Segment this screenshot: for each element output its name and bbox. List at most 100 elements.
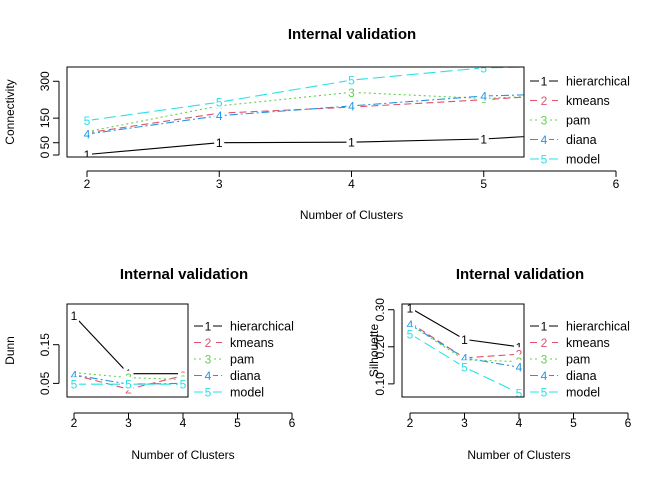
legend-marker-diana: 4 [541, 133, 548, 147]
data-point-diana-1: 4 [84, 128, 91, 142]
y-axis-label: Silhouette [367, 323, 381, 377]
legend-label-pam: pam [566, 353, 590, 367]
legend-label-hierarchical: hierarchical [230, 320, 294, 334]
data-point-hierarchical-3: 1 [348, 136, 355, 150]
point-bg [459, 350, 470, 364]
x-tick-label: 5 [234, 416, 241, 430]
legend-marker-bg [539, 335, 549, 349]
legend-label-diana: diana [566, 369, 597, 383]
data-point-model-2: 5 [216, 96, 223, 110]
data-point-hierarchical-2: 1 [461, 333, 468, 347]
legend-marker-hierarchical: 1 [541, 75, 548, 89]
point-bg [69, 377, 79, 391]
x-tick-label: 4 [180, 416, 187, 430]
data-point-hierarchical-2: 1 [216, 136, 223, 150]
x-tick-label: 4 [516, 416, 523, 430]
y-tick-label: 50 [38, 136, 52, 150]
data-point-hierarchical-1: 1 [407, 301, 414, 315]
legend-marker-pam: 3 [541, 114, 548, 128]
point-bg [478, 89, 489, 103]
legend-marker-bg [539, 93, 549, 107]
data-point-model-1: 5 [407, 327, 414, 341]
x-tick-label: 6 [613, 177, 620, 191]
x-axis-label: Number of Clusters [300, 208, 403, 222]
legend-label-pam: pam [230, 353, 254, 367]
data-point-model-2: 5 [461, 361, 468, 375]
data-point-model-3: 5 [180, 378, 187, 392]
legend-label-hierarchical: hierarchical [566, 75, 630, 89]
legend-marker-bg [539, 385, 549, 398]
series-line-hierarchical [73, 315, 183, 375]
point-bg [346, 73, 357, 87]
point-bg [611, 58, 621, 71]
series-line-pam [73, 372, 184, 381]
plot-frame [66, 303, 189, 398]
point-bg [214, 108, 225, 122]
legend-marker-bg [539, 152, 549, 165]
point-bg [214, 95, 225, 109]
point-bg [514, 347, 524, 361]
x-axis-label: Number of Clusters [131, 448, 234, 462]
legend-marker-bg [539, 74, 549, 87]
legend-marker-model: 5 [541, 153, 548, 167]
x-axis: 2 3 4 5 6 Number of Clusters [84, 170, 620, 222]
plot-frame [401, 303, 525, 398]
chart-title: Internal validation [456, 266, 584, 283]
x-tick-label: 3 [461, 416, 468, 430]
data-point-hierarchical-1: 1 [84, 148, 91, 162]
x-tick-label: 6 [289, 416, 296, 430]
x-tick-label: 3 [216, 177, 223, 191]
data-point-hierarchical-5: 1 [613, 125, 620, 139]
point-bg [514, 339, 524, 353]
legend: 1 hierarchical 2 kmeans 3 pam 4 diana 5 model [530, 319, 630, 400]
plot-frame [66, 66, 525, 158]
legend-marker-hierarchical: 1 [205, 320, 212, 334]
point-bg [514, 360, 524, 374]
point-bg [69, 367, 79, 381]
chart-title: Internal validation [120, 266, 248, 283]
series-line-model [86, 67, 524, 122]
legend-marker-kmeans: 2 [205, 336, 212, 350]
series-group: 1111122222333334444455555 [82, 58, 621, 162]
data-point-hierarchical-4: 1 [480, 133, 487, 147]
point-bg [346, 85, 357, 99]
y-axis: 050 150 300 Connectivity [3, 71, 60, 158]
y-tick-label: 0.05 [38, 371, 52, 395]
series-group: 111222333444555 [69, 308, 188, 397]
legend-marker-pam: 3 [541, 353, 548, 367]
legend-label-model: model [566, 153, 600, 167]
x-axis: 2 3 4 5 6 Number of Clusters [407, 412, 632, 462]
chart-title: Internal validation [288, 26, 416, 43]
legend-marker-bg [539, 319, 549, 332]
y-axis-label: Connectivity [3, 79, 17, 144]
point-bg [214, 135, 225, 149]
legend-marker-bg [203, 352, 213, 365]
point-bg [178, 377, 188, 391]
series-line-diana [409, 324, 520, 368]
y-tick-label: 0.10 [373, 372, 387, 396]
legend-marker-bg [203, 319, 213, 332]
x-axis: 2 3 4 5 6 Number of Clusters [71, 412, 296, 462]
data-point-diana-2: 4 [216, 109, 223, 123]
legend: 1 hierarchical 2 kmeans 3 pam 4 diana 5 model [530, 74, 630, 167]
legend-label-pam: pam [566, 114, 590, 128]
legend-marker-bg [203, 368, 213, 382]
y-tick-label: 0.30 [373, 298, 387, 322]
y-tick-label: 0.15 [38, 333, 52, 357]
point-bg [611, 124, 621, 137]
point-bg [405, 304, 415, 314]
data-point-diana-1: 4 [71, 368, 78, 382]
legend-marker-bg [539, 113, 549, 126]
legend-marker-kmeans: 2 [541, 336, 548, 350]
point-bg [82, 127, 92, 141]
data-point-model-2: 5 [125, 378, 132, 392]
chart-panel-3: Internal validation11122233344455523456N… [367, 266, 632, 462]
x-axis-label: Number of Clusters [467, 448, 570, 462]
legend-label-diana: diana [230, 369, 261, 383]
point-bg [478, 67, 489, 74]
data-point-diana-3: 4 [348, 99, 355, 113]
legend: 1 hierarchical 2 kmeans 3 pam 4 diana 5 model [194, 319, 294, 400]
y-tick-label: 150 [38, 108, 52, 128]
series-group: 111222333444555 [405, 301, 524, 397]
x-tick-label: 5 [480, 177, 487, 191]
